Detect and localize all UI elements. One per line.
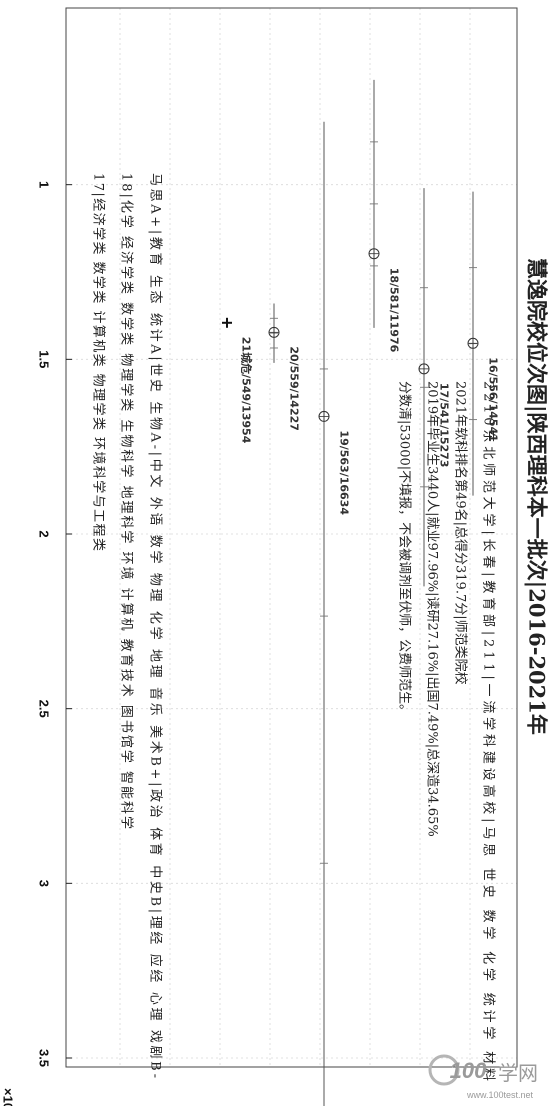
tick-label: 2.5 [37, 700, 52, 718]
tick-label: 1.5 [37, 350, 52, 368]
watermark-logo: 100 [450, 1058, 487, 1083]
axis-multiplier: ×10⁴ [1, 1088, 16, 1106]
data-label: 17/541/15273 [438, 383, 451, 468]
tick-label: 3 [37, 880, 52, 887]
data-label: 21城危/549/13954 [240, 337, 254, 444]
note-majors-18: 18|化学 经济学类 数学类 物理学类 生物科学 地理科学 环境 计算机 教育技… [119, 173, 135, 829]
tick-label: 2 [37, 530, 52, 537]
data-point-group: 16/556/14541 [467, 191, 500, 496]
plot-frame [65, 7, 518, 1068]
note-employment: 2019年毕业生3440人|就业97.96%|读研27.16%|出国7.49%|… [425, 381, 440, 837]
note-school: 2210东北师范大学|长春|教育部|211|一流学科建设高校|马思 世史 数学 … [481, 381, 497, 1081]
watermark-logo-ring [428, 1054, 460, 1086]
data-label: 16/556/14541 [487, 357, 500, 442]
data-point-group: 20/559/14227 [268, 303, 301, 431]
chart-title: 慧逸院校位次图|陕西理科本一批次|2016-2021年 [525, 258, 550, 735]
watermark: 100 学网 www.100test.net [428, 1054, 538, 1100]
data-label: 20/559/14227 [288, 346, 301, 431]
data-point-group: 21城危/549/13954 [222, 317, 254, 444]
grid-lines [66, 8, 517, 1067]
data-label: 18/581/11976 [388, 268, 401, 353]
data-point-group: 18/581/11976 [368, 79, 401, 353]
note-ranking: 2021年软科排名第49名|总得分319.7分|师范类院校 [453, 381, 469, 685]
x-axis: 1 1.5 2 2.5 3 3.5 ×10⁴ [1, 181, 72, 1106]
note-disciplines: 马思A+|教育 生态 统计A|世史 生物A-|中文 外语 数学 物理 化学 地理… [148, 173, 164, 1078]
tick-label: 1 [37, 181, 52, 188]
data-point-group: 17/541/15273 [418, 188, 451, 587]
data-point-group: 19/563/16634 [318, 121, 351, 1106]
watermark-url: www.100test.net [466, 1090, 534, 1100]
watermark-text: 学网 [498, 1062, 538, 1085]
note-policy: 分数清|53000|不填报，不会被调剂至伏师，公费师范生。 [397, 381, 412, 717]
note-majors-17: 17|经济学类 数学类 计算机类 物理学类 环境科学与工程类 [91, 173, 107, 551]
tick-label: 3.5 [37, 1049, 52, 1067]
data-label: 19/563/16634 [338, 430, 351, 515]
series-points: 16/556/14541 17/541/15273 18/581/11976 19/5… [222, 79, 500, 1106]
